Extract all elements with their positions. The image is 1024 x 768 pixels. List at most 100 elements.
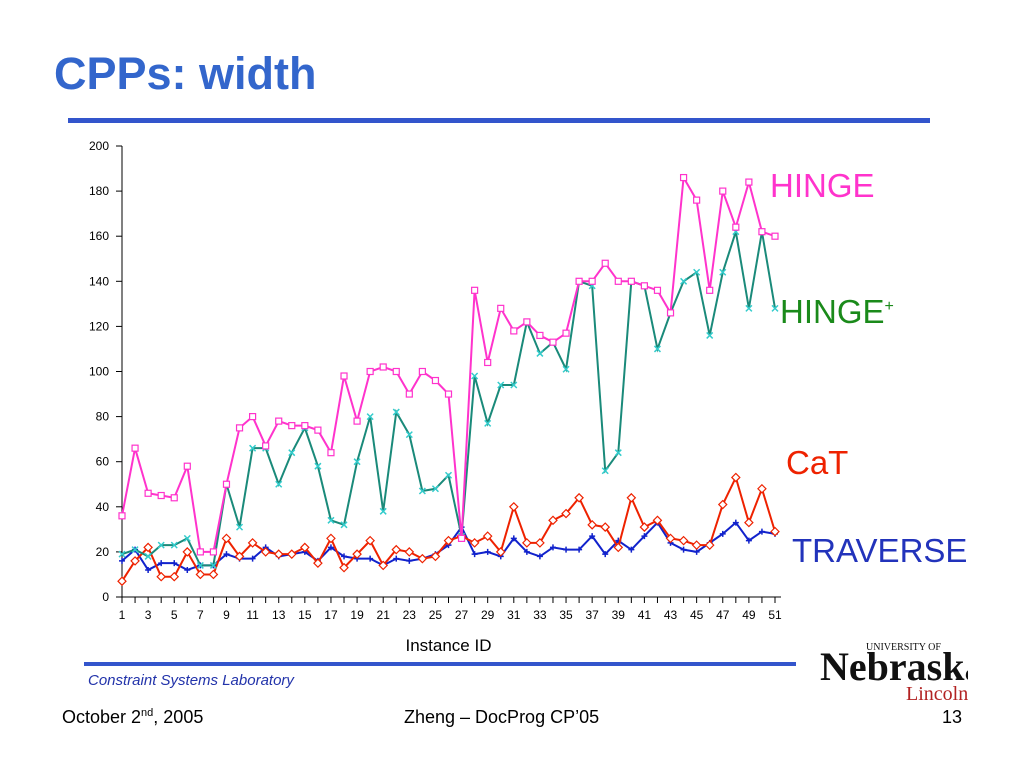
hinge-point (719, 187, 727, 195)
logo-name-text: Nebraska (820, 644, 968, 689)
traverse-point (745, 537, 752, 544)
traverse-point (484, 548, 491, 555)
traverse-point (680, 546, 687, 553)
hinge-point (235, 424, 244, 432)
x-tick-label: 5 (171, 608, 178, 622)
y-tick-label: 40 (96, 500, 110, 514)
cat-point (652, 515, 663, 526)
x-tick-label: 15 (298, 608, 312, 622)
cat-point (195, 569, 206, 580)
footer-date-prefix: October 2 (62, 707, 142, 727)
x-tick-label: 27 (455, 608, 469, 622)
hinge-point (144, 489, 152, 497)
hingeplus-point (471, 372, 479, 380)
hinge-point (510, 327, 518, 335)
hinge-point (340, 372, 348, 380)
hinge-point (640, 282, 649, 290)
traverse-point (589, 533, 596, 540)
hinge-point (575, 277, 583, 285)
traverse-point (393, 555, 400, 562)
cat-point (182, 547, 193, 557)
hingeplus-point (131, 546, 139, 554)
cat-point (404, 547, 415, 557)
hingeplus-point (497, 381, 505, 389)
traverse-point (223, 551, 230, 558)
hingeplus-point (288, 449, 296, 457)
hinge-point (732, 223, 740, 231)
hinge-point (601, 259, 609, 267)
title-divider (68, 118, 930, 123)
traverse-point (158, 560, 165, 567)
hinge-point (327, 449, 335, 457)
hingeplus-point (392, 408, 400, 416)
x-tick-label: 33 (533, 608, 547, 622)
cat-point (221, 533, 232, 544)
cat-point (286, 549, 297, 560)
footer-divider (84, 662, 796, 666)
hingeplus-point (118, 550, 126, 558)
cat-point (744, 517, 754, 528)
y-tick-label: 100 (89, 365, 109, 379)
x-tick-label: 49 (742, 608, 756, 622)
hingeplus-point (249, 444, 257, 452)
traverse-point (576, 546, 583, 553)
cat-point (273, 549, 284, 560)
x-tick-label: 11 (246, 608, 259, 622)
hingeplus-point (405, 431, 413, 439)
hingeplus-label-text: HINGE (780, 293, 885, 330)
traverse-point (367, 555, 374, 562)
hingeplus-point (745, 304, 753, 312)
hinge-point (418, 367, 426, 376)
hingeplus-point (327, 516, 335, 524)
hingeplus-point (366, 413, 374, 421)
x-tick-label: 45 (690, 608, 704, 622)
cat-point (326, 533, 336, 544)
cat-point (717, 499, 728, 510)
x-tick-label: 29 (481, 608, 495, 622)
cat-point (678, 535, 689, 546)
hinge-point (209, 548, 218, 556)
hingeplus-point (536, 349, 544, 357)
cat-series (117, 472, 780, 587)
hingeplus-point (484, 419, 492, 427)
x-tick-label: 23 (403, 608, 417, 622)
traverse-point (563, 546, 570, 553)
hinge-point (366, 367, 374, 376)
lab-name: Constraint Systems Laboratory (88, 672, 294, 689)
hingeplus-point (444, 471, 453, 479)
hingeplus-point (209, 561, 217, 569)
cat-point (522, 538, 532, 548)
y-tick-label: 120 (89, 319, 109, 333)
hinge-point (288, 422, 296, 430)
cat-point (130, 556, 140, 566)
x-axis-label: Instance ID (406, 636, 492, 655)
y-tick-label: 80 (96, 410, 110, 424)
traverse-point (327, 544, 334, 551)
cat-point (117, 576, 127, 587)
logo-university-text: UNIVERSITY OF (866, 642, 941, 653)
cat-point (665, 533, 676, 544)
hingeplus-point (196, 561, 204, 569)
x-tick-label: 43 (664, 608, 678, 622)
hingeplus-point (562, 365, 570, 373)
hinge-point (523, 318, 531, 326)
cat-point (613, 542, 624, 553)
hinge-point (301, 422, 309, 430)
cat-point (495, 547, 506, 557)
x-tick-label: 21 (377, 608, 391, 622)
footer-date: October 2nd, 2005 (62, 707, 203, 728)
footer-date-sup: nd (141, 707, 154, 719)
hinge-point (771, 232, 779, 240)
hinge-point (131, 444, 139, 452)
cat-point (391, 544, 402, 555)
hingeplus-label-sup: + (884, 298, 894, 315)
traverse-point (536, 553, 543, 560)
hinge-line (121, 174, 776, 553)
hinge-point (614, 277, 622, 285)
x-tick-label: 35 (559, 608, 573, 622)
x-tick-label: 47 (716, 608, 730, 622)
cat-point (626, 492, 637, 503)
traverse-point (341, 553, 348, 560)
cat-point (691, 540, 702, 550)
